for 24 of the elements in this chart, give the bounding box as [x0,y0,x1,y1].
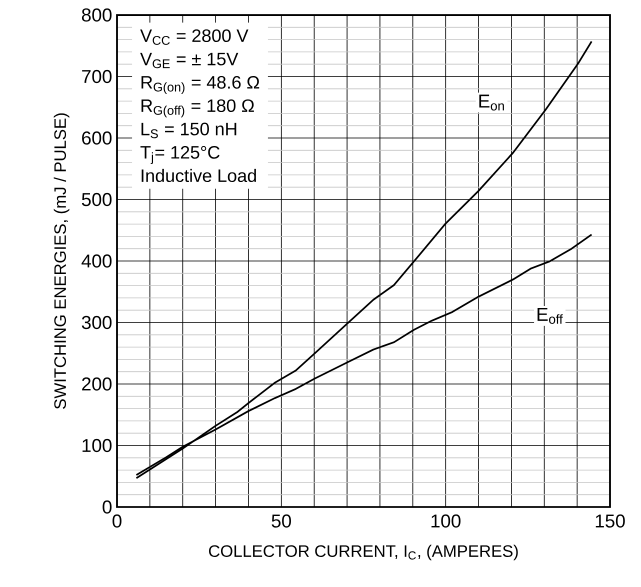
annotation: L$_{S}$ = 150 nH [142,122,236,138]
annotation: R$_{G(off)}$ = 180 Ω [142,99,254,118]
x-tick-label: 150 [596,514,625,528]
y-tick-label: 600 [82,131,112,145]
annotation: V$_{GE}$ = ± 15V [140,52,238,68]
y-tick-label: 500 [82,192,112,206]
y-axis-title: SWITCHING ENERGIES, (mJ / PULSE) [54,113,70,409]
y-tick-label: 800 [82,8,112,22]
x-tick-label: 50 [272,514,291,528]
y-tick-label: 300 [82,316,112,330]
series-label: E$_{off}$ [538,308,563,324]
annotation: T$_{j}$= 125°C [140,146,220,164]
y-tick-label: 200 [82,377,112,391]
annotation: Inductive Load [142,168,256,182]
annotation: R$_{G(on)}$ = 48.6 Ω [142,76,260,94]
y-tick-label: 400 [82,254,112,268]
y-tick-label: 700 [82,70,112,84]
x-tick-label: 0 [112,514,122,528]
y-tick-label: 0 [102,500,112,514]
y-tick-label: 100 [82,438,112,452]
x-tick-label: 100 [432,514,461,528]
x-axis-title: COLLECTOR CURRENT, I$_{C}$, (AMPERES) [209,544,518,560]
annotation: V$_{CC}$ = 2800 V [140,29,248,45]
series-label: E$_{on}$ [479,94,504,110]
